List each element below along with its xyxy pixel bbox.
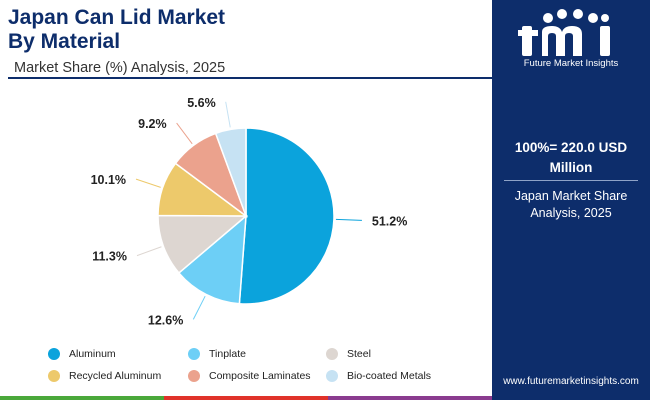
leader-line-aluminum bbox=[335, 218, 362, 221]
share-analysis-label: Japan Market Share Analysis, 2025 bbox=[492, 188, 650, 222]
legend-swatch-recycled-aluminum bbox=[48, 370, 60, 382]
title-underline bbox=[8, 77, 492, 79]
data-label-steel: 11.3% bbox=[92, 250, 127, 264]
fmi-logo bbox=[518, 9, 610, 56]
chart-area: Japan Can Lid Market By Material Market … bbox=[0, 6, 492, 400]
legend-item-composite-laminates: Composite Laminates bbox=[188, 370, 311, 382]
data-label-tinplate: 12.6% bbox=[148, 313, 183, 327]
bottom-color-bar bbox=[0, 396, 492, 400]
pie-chart: 51.2% 12.6% 11.3% 10.1% 9.2% 5.6% bbox=[91, 96, 408, 328]
title-line-2: By Material bbox=[8, 30, 121, 53]
legend-swatch-bio-coated-metals bbox=[326, 370, 338, 382]
legend-item-aluminum: Aluminum bbox=[48, 348, 116, 360]
leader-line-steel bbox=[136, 246, 162, 257]
legend-item-bio-coated-metals: Bio-coated Metals bbox=[326, 370, 431, 382]
legend-label-recycled-aluminum: Recycled Aluminum bbox=[69, 370, 162, 382]
legend-label-aluminum: Aluminum bbox=[69, 348, 116, 360]
bottom-bar-purple bbox=[328, 396, 492, 400]
total-line-2: Million bbox=[549, 160, 593, 175]
legend-item-recycled-aluminum: Recycled Aluminum bbox=[48, 370, 161, 382]
data-label-bio-coated-metals: 5.6% bbox=[187, 96, 216, 110]
info-sidebar: Future Market Insights 100%= 220.0 USD M… bbox=[492, 0, 650, 400]
data-label-composite-laminates: 9.2% bbox=[138, 117, 167, 131]
legend-item-tinplate: Tinplate bbox=[188, 348, 246, 360]
chart-subtitle: Market Share (%) Analysis, 2025 bbox=[14, 60, 226, 76]
leader-line-recycled-aluminum bbox=[135, 178, 161, 188]
legend-label-composite-laminates: Composite Laminates bbox=[209, 370, 311, 382]
data-label-aluminum: 51.2% bbox=[372, 214, 407, 228]
legend-label-steel: Steel bbox=[347, 348, 371, 360]
pie-slice-bio-coated-metals bbox=[214, 127, 247, 217]
title-line-1: Japan Can Lid Market bbox=[8, 6, 226, 29]
leader-line-composite-laminates bbox=[176, 122, 193, 145]
share-line-2: Analysis, 2025 bbox=[530, 206, 612, 220]
legend-label-bio-coated-metals: Bio-coated Metals bbox=[347, 370, 432, 382]
leader-line-tinplate bbox=[192, 295, 206, 320]
pie-slice-aluminum bbox=[238, 127, 335, 305]
bottom-bar-red bbox=[164, 396, 328, 400]
pie-slice-tinplate bbox=[177, 214, 247, 305]
chart-title: Japan Can Lid Market By Material bbox=[8, 6, 225, 54]
website-url: www.futuremarketinsights.com bbox=[503, 376, 639, 387]
share-line-1: Japan Market Share bbox=[514, 189, 628, 203]
legend-label-tinplate: Tinplate bbox=[209, 348, 246, 360]
data-label-recycled-aluminum: 10.1% bbox=[91, 173, 126, 187]
sidebar-divider bbox=[504, 180, 638, 181]
legend-swatch-tinplate bbox=[188, 348, 200, 360]
legend-swatch-composite-laminates bbox=[188, 370, 200, 382]
logo-text: Future Market Insights bbox=[523, 58, 619, 69]
legend-swatch-aluminum bbox=[48, 348, 60, 360]
total-line-1: 100%= 220.0 USD bbox=[514, 140, 628, 155]
bottom-bar-green bbox=[0, 396, 164, 400]
leader-line-bio-coated-metals bbox=[225, 101, 231, 128]
legend-item-steel: Steel bbox=[326, 348, 371, 360]
legend-swatch-steel bbox=[326, 348, 338, 360]
total-market-value: 100%= 220.0 USD Million bbox=[492, 138, 650, 178]
